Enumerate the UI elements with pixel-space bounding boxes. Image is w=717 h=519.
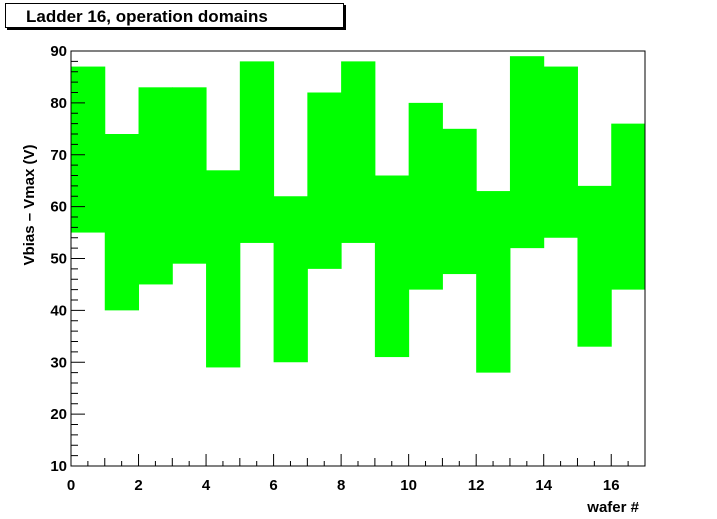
x-tick-label: 14	[535, 477, 552, 494]
x-axis-title: wafer #	[586, 499, 639, 516]
y-tick-label: 10	[50, 458, 67, 475]
bar-wafer-5	[239, 61, 275, 243]
y-tick-label: 70	[50, 147, 67, 164]
y-tick-label: 60	[50, 199, 67, 216]
ticks-group	[70, 50, 646, 467]
x-tick-label: 16	[603, 477, 620, 494]
bar-wafer-4	[206, 170, 241, 368]
bar-wafer-11	[442, 128, 477, 275]
bar-wafer-7	[307, 92, 342, 269]
y-tick-label: 50	[50, 251, 67, 268]
y-axis-title: Vbias – Vmax (V)	[21, 145, 38, 266]
tick-labels-group: 0 2 4 6 8 10 12 14 16 10 20 30 40 50 60 70 80 90	[50, 43, 619, 494]
x-tick-label: 6	[269, 477, 277, 494]
bar-wafer-9	[374, 175, 410, 358]
y-tick-label: 20	[50, 406, 67, 423]
bar-wafer-1	[104, 134, 140, 311]
x-tick-label: 2	[134, 477, 142, 494]
y-tick-label: 40	[50, 302, 67, 319]
x-tick-label: 0	[67, 477, 75, 494]
bars-group	[71, 56, 646, 373]
bar-wafer-14	[543, 66, 578, 238]
bar-wafer-0	[71, 66, 106, 233]
x-tick-label: 4	[202, 477, 211, 494]
bar-wafer-10	[408, 102, 443, 290]
y-tick-label: 80	[50, 95, 67, 112]
bar-wafer-8	[341, 61, 376, 243]
y-tick-label: 90	[50, 43, 67, 60]
bar-wafer-15	[577, 185, 612, 347]
chart-title-box: Ladder 16, operation domains	[5, 3, 344, 28]
x-tick-label: 8	[337, 477, 345, 494]
bar-wafer-13	[509, 56, 545, 249]
x-tick-label: 10	[400, 477, 417, 494]
bar-wafer-16	[611, 123, 646, 290]
bar-wafer-6	[273, 196, 308, 363]
bar-wafer-2	[138, 87, 173, 285]
bar-wafer-3	[172, 87, 207, 264]
bar-wafer-12	[476, 191, 511, 373]
chart-title: Ladder 16, operation domains	[26, 7, 268, 26]
x-tick-label: 12	[468, 477, 485, 494]
y-tick-label: 30	[50, 354, 67, 371]
